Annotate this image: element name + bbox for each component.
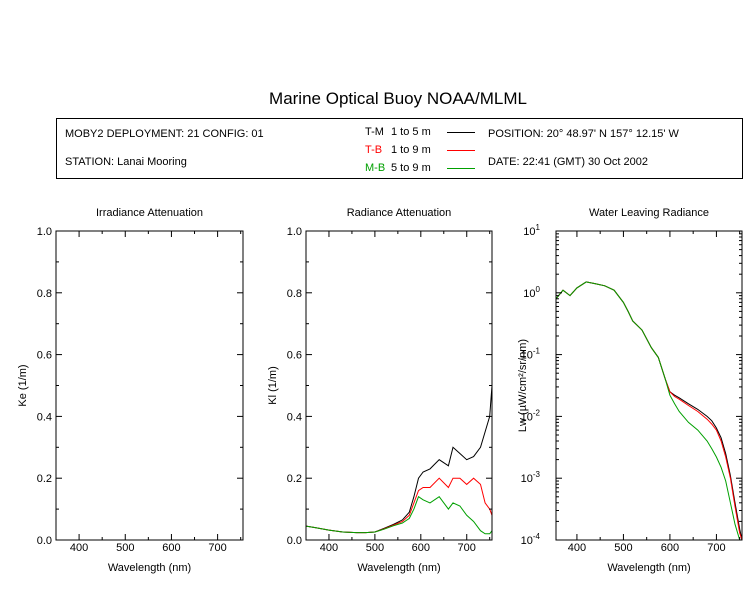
panel-3-x-tick-label: 700 <box>707 542 725 554</box>
panel-3-y-tick-label: 10-4 <box>521 532 541 547</box>
panel-2-x-tick-label: 400 <box>320 542 338 554</box>
panel-3-y-tick-exponent: 1 <box>536 223 541 232</box>
panel-3-y-tick-exponent: -4 <box>533 532 541 541</box>
panel-2-title: Radiance Attenuation <box>347 207 452 219</box>
panel-3-x-tick-label: 500 <box>614 542 632 554</box>
panel-3-y-tick-label: 10-1 <box>521 347 541 362</box>
panel-2-series-mb <box>306 495 492 535</box>
panel-3-y-axis-label: Lw (µW/cm²/sr/nm) <box>517 339 529 432</box>
position-text: POSITION: 20° 48.97' N 157° 12.15' W <box>488 128 679 140</box>
date-text: DATE: 22:41 (GMT) 30 Oct 2002 <box>488 156 648 168</box>
panel-1-x-tick-label: 500 <box>116 542 134 554</box>
panel-3-y-tick-exponent: -1 <box>533 347 541 356</box>
legend-line-tm <box>447 132 475 133</box>
panel-1-y-tick-label: 1.0 <box>37 226 52 238</box>
panel-3-y-tick-exponent: -2 <box>533 408 541 417</box>
panel-1-y-tick-label: 0.2 <box>37 473 52 485</box>
panel-3-y-tick-label: 10-2 <box>521 408 541 423</box>
panel-3-y-tick-label: 100 <box>523 285 540 300</box>
panel-2-y-axis-label: Kl (1/m) <box>267 366 279 405</box>
legend-range-mb: 5 to 9 m <box>391 162 431 174</box>
legend-range-tb: 1 to 9 m <box>391 144 431 156</box>
legend-line-mb <box>447 168 475 169</box>
panel-2-y-tick-label: 0.0 <box>287 535 302 547</box>
panel-1-x-tick-label: 400 <box>70 542 88 554</box>
panel-3-title: Water Leaving Radiance <box>589 207 709 219</box>
chart-main-title: Marine Optical Buoy NOAA/MLML <box>269 89 527 108</box>
panel-1-x-tick-label: 700 <box>208 542 226 554</box>
panel-1-title: Irradiance Attenuation <box>96 207 203 219</box>
deployment-text: MOBY2 DEPLOYMENT: 21 CONFIG: 01 <box>65 128 264 140</box>
panel-1-x-tick-label: 600 <box>162 542 180 554</box>
panel-3-y-tick-label: 101 <box>523 223 540 238</box>
panel-2-y-tick-label: 0.4 <box>287 411 302 423</box>
panel-1-y-tick-label: 0.4 <box>37 411 52 423</box>
panel-3-x-axis-label: Wavelength (nm) <box>607 562 690 574</box>
panel-3-x-tick-label: 400 <box>568 542 586 554</box>
panel-1-y-tick-label: 0.0 <box>37 535 52 547</box>
panel-3-series-mb <box>556 281 742 540</box>
legend-line-tb <box>447 150 475 151</box>
panel-2-y-tick-label: 1.0 <box>287 226 302 238</box>
panel-2-y-tick-label: 0.2 <box>287 473 302 485</box>
panel-3-series-tb <box>556 281 742 540</box>
panel-2-y-tick-label: 0.6 <box>287 350 302 362</box>
legend-range-tm: 1 to 5 m <box>391 126 431 138</box>
panel-1-y-tick-label: 0.8 <box>37 288 52 300</box>
panel-3-series-tm <box>556 281 742 540</box>
panel-2-x-tick-label: 600 <box>412 542 430 554</box>
info-header-box: MOBY2 DEPLOYMENT: 21 CONFIG: 01 STATION:… <box>56 118 743 179</box>
panel-2-x-axis-label: Wavelength (nm) <box>357 562 440 574</box>
panel-3-plot-frame <box>555 230 743 541</box>
station-text: STATION: Lanai Mooring <box>65 156 187 168</box>
panel-2-x-tick-label: 500 <box>366 542 384 554</box>
legend-code-mb: M-B <box>365 162 386 174</box>
legend-code-tb: T-B <box>365 144 383 156</box>
panel-3-y-tick-exponent: 0 <box>536 285 541 294</box>
panel-1-plot-frame <box>55 230 244 541</box>
panel-2-y-tick-label: 0.8 <box>287 288 302 300</box>
panel-3-y-tick-exponent: -3 <box>533 470 541 479</box>
panel-1-x-axis-label: Wavelength (nm) <box>108 562 191 574</box>
panel-1-y-tick-label: 0.6 <box>37 350 52 362</box>
panel-2-plot-frame <box>305 230 493 541</box>
panel-3-y-tick-label: 10-3 <box>521 470 541 485</box>
panel-2-series-tm <box>306 385 492 534</box>
panel-3-x-tick-label: 600 <box>661 542 679 554</box>
panel-2-x-tick-label: 700 <box>458 542 476 554</box>
panel-1-y-axis-label: Ke (1/m) <box>17 364 29 406</box>
legend-code-tm: T-M <box>365 126 384 138</box>
